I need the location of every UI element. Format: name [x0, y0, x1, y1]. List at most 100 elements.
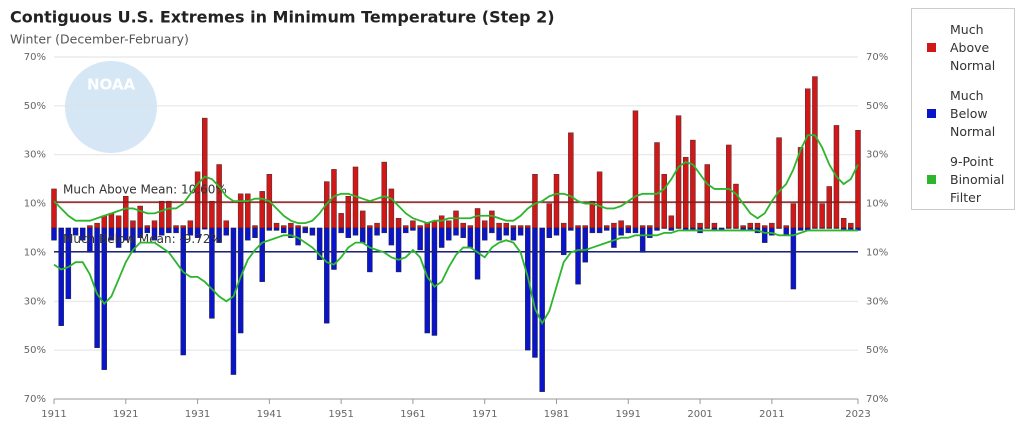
bar	[403, 225, 409, 229]
bar	[618, 220, 624, 229]
bar	[733, 183, 739, 229]
bar	[704, 227, 710, 229]
y2-tick-label: 70%	[866, 52, 888, 63]
bar	[776, 137, 782, 229]
x-tick-label: 2001	[687, 409, 712, 420]
x-tick-label: 2023	[845, 409, 870, 420]
bar	[202, 117, 208, 229]
bar	[611, 227, 617, 248]
bar	[180, 225, 186, 229]
bar	[367, 225, 373, 229]
bar	[395, 218, 402, 229]
legend-swatch	[927, 109, 936, 118]
bar	[553, 227, 560, 236]
bar	[180, 227, 186, 356]
bar	[575, 225, 581, 229]
bar	[144, 227, 151, 234]
bar	[367, 227, 373, 273]
bar	[661, 174, 667, 229]
bar	[532, 227, 538, 358]
bar	[259, 227, 265, 282]
legend-item[interactable]: 9-Point Binomial Filter	[912, 153, 1014, 207]
bar	[395, 227, 402, 273]
y-tick-label: 70%	[24, 52, 46, 63]
bar	[460, 222, 466, 229]
bar	[733, 227, 739, 229]
bar	[438, 227, 445, 248]
bar	[202, 227, 208, 230]
bar	[194, 171, 201, 229]
bar	[288, 222, 294, 229]
bar	[252, 225, 258, 229]
bar	[826, 186, 832, 229]
bar	[560, 227, 567, 256]
bar	[510, 227, 517, 241]
y2-tick-label: 50%	[866, 345, 888, 356]
bar	[726, 227, 732, 229]
bar	[546, 227, 553, 238]
bar	[611, 222, 617, 229]
x-tick-label: 1961	[400, 409, 425, 420]
bar	[259, 191, 265, 229]
bar	[747, 222, 754, 229]
bar	[690, 139, 696, 229]
bar	[352, 227, 359, 236]
bar	[446, 227, 452, 241]
bar	[266, 227, 273, 231]
bar	[560, 222, 567, 229]
bar	[166, 227, 172, 234]
bar	[797, 227, 804, 231]
bar	[517, 225, 524, 229]
bar	[417, 227, 423, 251]
x-tick-label: 2011	[759, 409, 784, 420]
bar	[72, 227, 79, 236]
bar	[137, 227, 143, 238]
bar	[826, 227, 832, 229]
legend-label: Much Below Normal	[950, 88, 996, 139]
bar	[460, 227, 466, 238]
bar	[790, 227, 797, 290]
bar	[94, 222, 100, 229]
bar	[123, 196, 129, 229]
bar	[805, 88, 811, 229]
bar	[769, 227, 775, 236]
bar	[338, 213, 344, 229]
bar	[158, 200, 165, 229]
bar	[223, 227, 229, 236]
bar	[115, 215, 122, 229]
bar	[144, 225, 151, 229]
bar	[281, 225, 287, 229]
bar	[819, 203, 825, 229]
bar	[359, 227, 366, 243]
bar	[697, 222, 703, 229]
bar	[503, 227, 509, 236]
bar	[632, 110, 639, 229]
bar	[316, 227, 323, 260]
y-tick-label: 50%	[24, 345, 46, 356]
bar	[604, 225, 610, 229]
bar	[711, 222, 718, 229]
bar	[675, 115, 682, 229]
x-tick-label: 1991	[616, 409, 641, 420]
bar	[359, 210, 366, 229]
logo-circle	[65, 61, 157, 153]
bar	[740, 225, 746, 229]
bar	[596, 171, 603, 229]
bar	[589, 227, 596, 234]
bar	[683, 156, 689, 229]
y2-tick-label: 70%	[866, 394, 888, 405]
bar	[223, 220, 229, 229]
chart: Contiguous U.S. Extremes in Minimum Temp…	[10, 8, 888, 421]
bar	[281, 227, 287, 234]
bar	[525, 227, 531, 351]
mean-label: Much Below Mean: -9.72%	[63, 232, 222, 246]
legend-item[interactable]: Much Below Normal	[912, 87, 1014, 141]
bar	[324, 227, 330, 324]
bar	[668, 215, 675, 229]
y2-tick-label: 30%	[866, 150, 888, 161]
filter-line	[53, 134, 859, 225]
bar	[403, 227, 409, 234]
legend-item[interactable]: Much Above Normal	[912, 21, 1014, 75]
legend-label: Much Above Normal	[950, 22, 996, 73]
